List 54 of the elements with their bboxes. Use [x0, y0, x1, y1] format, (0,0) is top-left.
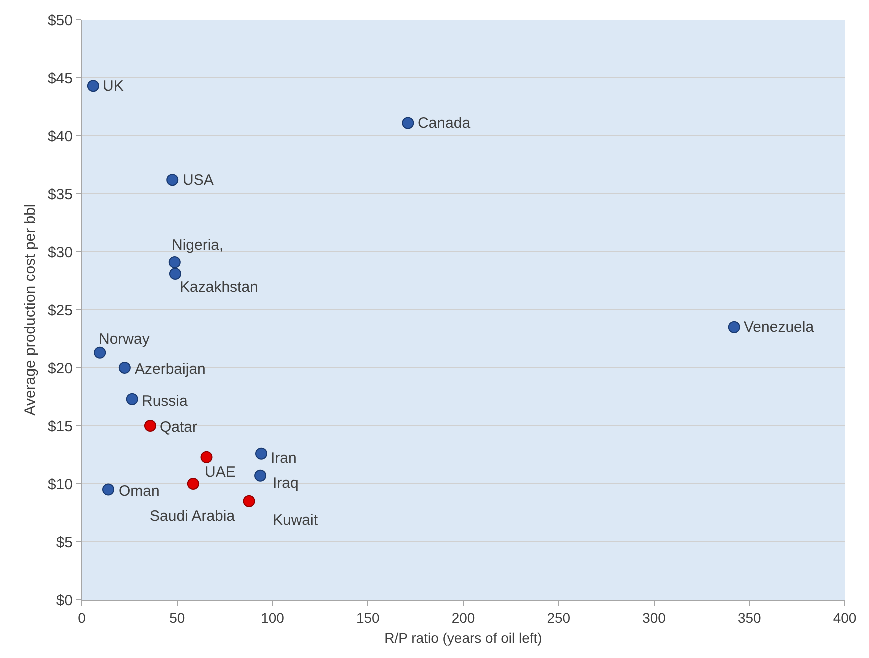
y-tick-label: $30: [48, 244, 73, 262]
y-tick-label: $35: [48, 186, 73, 204]
annotation: Iraq: [273, 475, 299, 492]
point: [402, 117, 414, 130]
annotation: UAE: [205, 464, 236, 481]
y-tick-label: $25: [48, 302, 73, 320]
x-tick-label: 350: [738, 610, 762, 626]
point: [168, 256, 181, 268]
y-tick-label: $0: [56, 592, 73, 610]
annotation: Norway: [99, 331, 150, 348]
annotation: Oman: [119, 483, 160, 500]
y-axis-title: Average production cost per bbl: [22, 204, 40, 416]
annotation: Azerbaijan: [135, 361, 206, 378]
x-tick-label: 150: [356, 610, 380, 626]
annotation: Russia: [142, 393, 189, 410]
point: [200, 451, 213, 464]
x-tick-label: 50: [170, 610, 186, 626]
annotation: Venezuela: [744, 319, 815, 336]
point: [728, 321, 740, 334]
x-tick-label: 0: [78, 610, 86, 626]
point: [254, 470, 267, 482]
y-tick-label: $40: [48, 128, 73, 146]
x-tick-label: 400: [833, 610, 857, 626]
annotation: Qatar: [160, 419, 198, 436]
annotation: Kazakhstan: [180, 279, 258, 296]
point: [118, 362, 131, 374]
point: [256, 448, 268, 460]
y-tick-label: $5: [56, 534, 73, 552]
point: [169, 268, 182, 280]
point: [94, 346, 106, 359]
point: [243, 495, 256, 508]
point: [126, 393, 138, 406]
point: [102, 484, 115, 496]
annotation: Canada: [418, 115, 472, 132]
x-tick-label: 100: [261, 610, 285, 626]
annotation: Iran: [271, 450, 297, 467]
annotation: Nigeria,: [172, 237, 224, 254]
x-tick-label: 200: [452, 610, 476, 626]
annotation: USA: [183, 172, 214, 189]
point: [166, 174, 179, 186]
point: [187, 478, 200, 490]
annotation: Kuwait: [273, 512, 319, 529]
annotation: Saudi Arabia: [150, 508, 236, 525]
x-axis-title: R/P ratio (years of oil left): [384, 630, 542, 646]
point: [87, 80, 100, 92]
y-tick-label: $20: [48, 360, 73, 378]
y-tick-label: $15: [48, 418, 73, 436]
annotation: UK: [103, 78, 124, 95]
y-tick-label: $50: [48, 12, 73, 30]
x-tick-label: 250: [547, 610, 571, 626]
y-tick-label: $45: [48, 70, 73, 88]
point: [144, 420, 156, 432]
y-tick-label: $10: [48, 476, 73, 494]
x-tick-label: 300: [642, 610, 666, 626]
